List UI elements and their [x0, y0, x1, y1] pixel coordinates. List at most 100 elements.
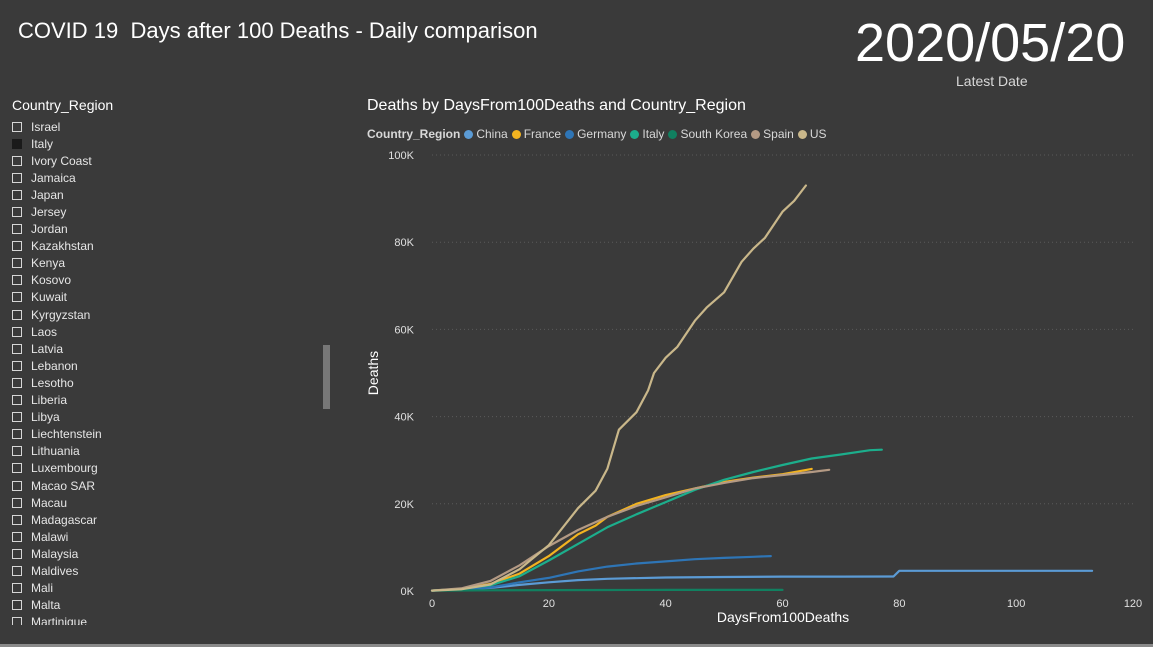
checkbox[interactable] [12, 480, 22, 491]
legend-label: Italy [642, 127, 665, 141]
slicer-item[interactable]: Macau [12, 494, 312, 511]
slicer-item-label: Madagascar [31, 512, 98, 527]
legend-marker [464, 129, 474, 139]
legend-label: Germany [577, 127, 627, 141]
series-line-south-korea[interactable] [430, 588, 784, 592]
y-tick-label: 20K [394, 499, 414, 511]
slicer-item[interactable]: Israel [12, 118, 312, 135]
slicer-item[interactable]: Liberia [12, 392, 312, 409]
checkbox[interactable] [12, 326, 22, 337]
checkbox[interactable] [12, 429, 22, 440]
slicer-scrollbar[interactable] [323, 345, 330, 409]
checkbox[interactable] [12, 155, 22, 166]
checkbox[interactable] [12, 343, 22, 354]
checkbox[interactable] [12, 600, 22, 611]
legend-item[interactable]: Italy [630, 127, 664, 141]
checkbox[interactable] [12, 241, 22, 252]
slicer-item[interactable]: Lebanon [12, 357, 312, 374]
slicer-item-label: Jordan [31, 222, 68, 237]
slicer-item[interactable]: Jersey [12, 203, 312, 220]
slicer-item-label: Kuwait [31, 290, 68, 305]
series-line-china[interactable] [430, 569, 1094, 592]
slicer-item-label: Mali [31, 581, 54, 596]
slicer-item[interactable]: Jamaica [12, 169, 312, 186]
checkbox[interactable] [12, 309, 22, 320]
checkbox[interactable] [12, 275, 22, 286]
checkbox[interactable] [12, 224, 22, 235]
legend-item[interactable]: China [464, 127, 508, 141]
checkbox[interactable] [12, 207, 22, 218]
checkbox[interactable] [12, 531, 22, 542]
slicer-item[interactable]: Lesotho [12, 374, 312, 391]
slicer-item[interactable]: Madagascar [12, 511, 312, 528]
checkbox[interactable] [12, 121, 22, 132]
country-slicer-list[interactable]: Israel Italy Ivory Coast Jamaica Japan Jersey… [12, 118, 312, 625]
series-line-spain[interactable] [430, 468, 831, 592]
slicer-item[interactable]: Libya [12, 409, 312, 426]
y-tick-label: 0K [401, 586, 415, 598]
latest-date-card-value: 2020/05/20 [855, 13, 1126, 73]
legend-item[interactable]: Germany [565, 127, 626, 141]
checkbox[interactable] [12, 583, 22, 594]
slicer-item[interactable]: Latvia [12, 340, 312, 357]
series-line-us[interactable] [430, 184, 807, 592]
slicer-item[interactable]: Jordan [12, 221, 312, 238]
legend-item[interactable]: US [797, 127, 827, 141]
y-axis-title: Deaths [365, 351, 381, 395]
checkbox[interactable] [12, 548, 22, 559]
slicer-item[interactable]: Lithuania [12, 443, 312, 460]
legend-marker [797, 129, 807, 139]
checkbox[interactable] [12, 377, 22, 388]
slicer-item-label: Lesotho [31, 375, 74, 390]
series-line-france[interactable] [430, 467, 813, 592]
checkbox[interactable] [12, 446, 22, 457]
slicer-item-label: Kenya [31, 256, 66, 271]
checkbox[interactable] [12, 395, 22, 406]
checkbox[interactable] [12, 258, 22, 269]
slicer-item[interactable]: Malaysia [12, 545, 312, 562]
slicer-item[interactable]: Malta [12, 597, 312, 614]
checkbox[interactable] [12, 565, 22, 576]
slicer-item[interactable]: Kazakhstan [12, 238, 312, 255]
slicer-item[interactable]: Luxembourg [12, 460, 312, 477]
checkbox[interactable] [12, 412, 22, 423]
checkbox[interactable] [12, 463, 22, 474]
legend-marker [668, 129, 678, 139]
legend-item[interactable]: Spain [751, 127, 794, 141]
slicer-item[interactable]: Mali [12, 580, 312, 597]
checkbox[interactable] [12, 138, 22, 149]
slicer-item[interactable]: Kyrgyzstan [12, 306, 312, 323]
checkbox[interactable] [12, 497, 22, 508]
checkbox[interactable] [12, 360, 22, 371]
slicer-item-label: Laos [31, 324, 58, 339]
slicer-item[interactable]: Macao SAR [12, 477, 312, 494]
slicer-item[interactable]: Kosovo [12, 272, 312, 289]
checkbox[interactable] [12, 189, 22, 200]
legend-item[interactable]: South Korea [668, 127, 747, 141]
legend-label: Spain [763, 127, 794, 141]
chart-title: Deaths by DaysFrom100Deaths and Country_… [367, 97, 746, 114]
slicer-item[interactable]: Japan [12, 186, 312, 203]
slicer-item[interactable]: Martinique [12, 614, 312, 625]
slicer-item[interactable]: Liechtenstein [12, 426, 312, 443]
checkbox[interactable] [12, 514, 22, 525]
slicer-item[interactable]: Malawi [12, 528, 312, 545]
series-line-italy[interactable] [430, 448, 883, 592]
slicer-item-label: Lithuania [31, 444, 80, 459]
series-line-germany[interactable] [430, 555, 772, 592]
slicer-item[interactable]: Kenya [12, 255, 312, 272]
slicer-item[interactable]: Ivory Coast [12, 152, 312, 169]
checkbox[interactable] [12, 292, 22, 303]
slicer-item-label: Libya [31, 410, 60, 425]
x-tick-label: 120 [1124, 598, 1142, 610]
legend-label: China [476, 127, 508, 141]
checkbox[interactable] [12, 172, 22, 183]
chart-legend: Country_Region China France Germany Italy So… [367, 127, 831, 141]
checkbox[interactable] [12, 617, 22, 625]
slicer-item[interactable]: Italy [12, 135, 312, 152]
slicer-item[interactable]: Laos [12, 323, 312, 340]
legend-item[interactable]: France [511, 127, 561, 141]
slicer-item[interactable]: Kuwait [12, 289, 312, 306]
slicer-item[interactable]: Maldives [12, 562, 312, 579]
